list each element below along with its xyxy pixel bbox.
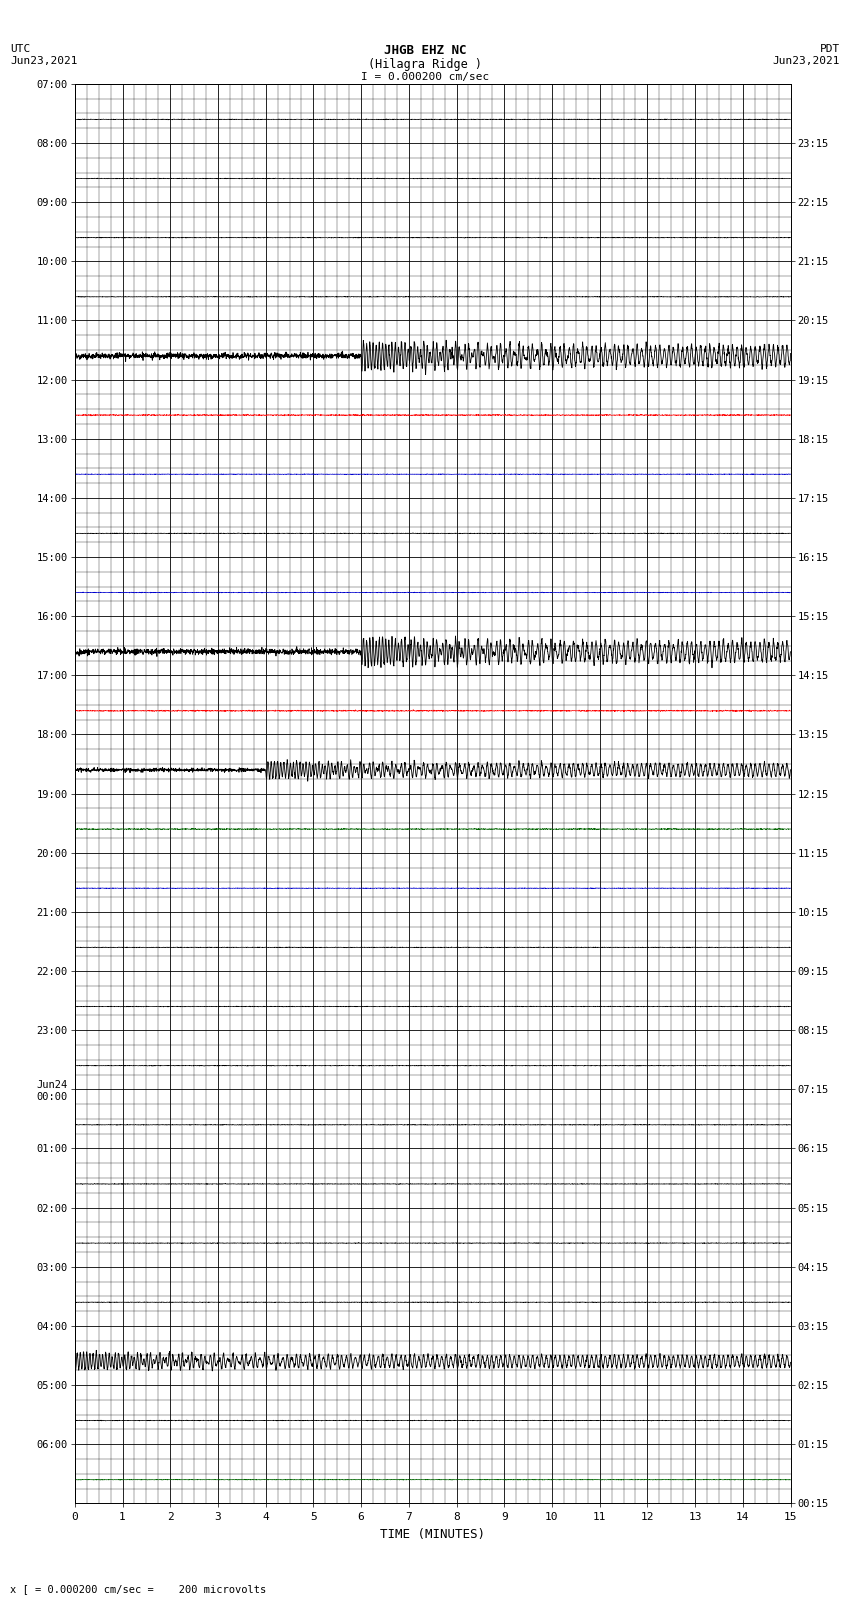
Text: I = 0.000200 cm/sec: I = 0.000200 cm/sec [361, 71, 489, 82]
X-axis label: TIME (MINUTES): TIME (MINUTES) [380, 1528, 485, 1540]
Text: PDT: PDT [819, 44, 840, 53]
Text: Jun23,2021: Jun23,2021 [10, 56, 77, 66]
Text: Jun23,2021: Jun23,2021 [773, 56, 840, 66]
Text: JHGB EHZ NC: JHGB EHZ NC [383, 44, 467, 56]
Text: x [ = 0.000200 cm/sec =    200 microvolts: x [ = 0.000200 cm/sec = 200 microvolts [10, 1584, 266, 1594]
Text: (Hilagra Ridge ): (Hilagra Ridge ) [368, 58, 482, 71]
Text: UTC: UTC [10, 44, 31, 53]
